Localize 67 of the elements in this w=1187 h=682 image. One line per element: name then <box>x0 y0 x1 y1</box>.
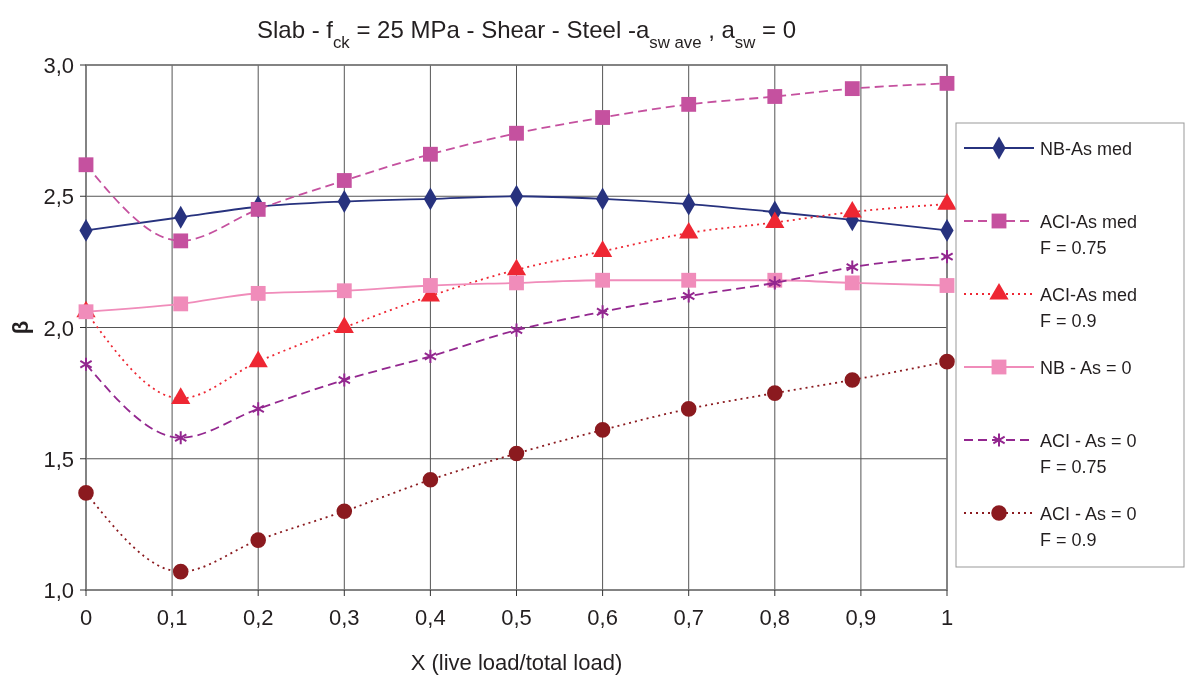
y-tick-label: 2,5 <box>43 184 74 210</box>
y-tick-label: 1,0 <box>43 578 74 603</box>
y-tick-label: 1,5 <box>43 446 74 472</box>
legend-label: ACI - As = 0 F = 0.9 <box>1040 504 1137 550</box>
x-tick-label: 0,2 <box>242 605 274 630</box>
point <box>682 288 696 304</box>
point <box>336 283 352 299</box>
x-tick-label: 0,8 <box>759 605 791 630</box>
point <box>172 563 189 580</box>
point <box>79 356 93 372</box>
point <box>250 285 266 301</box>
x-tick-label: 0,7 <box>673 605 704 630</box>
point <box>595 272 611 288</box>
point <box>595 304 610 320</box>
point <box>939 75 955 91</box>
point <box>337 372 351 388</box>
legend-label: ACI-As med F = 0.75 <box>1040 212 1138 258</box>
y-tick-label: 3,0 <box>43 53 74 78</box>
point <box>336 503 353 520</box>
point <box>173 296 189 312</box>
y-axis-title: β <box>8 320 33 335</box>
x-tick-label: 0,9 <box>845 605 877 630</box>
point <box>681 272 697 288</box>
point <box>844 81 860 97</box>
point <box>422 471 439 488</box>
point <box>767 385 783 401</box>
point <box>844 275 860 291</box>
point <box>594 422 611 438</box>
point <box>336 173 352 188</box>
point <box>250 201 266 217</box>
point <box>422 278 438 293</box>
x-tick-label: 0,4 <box>415 605 446 630</box>
x-tick-label: 0,5 <box>501 605 532 630</box>
point <box>78 157 94 173</box>
point <box>509 322 524 338</box>
legend-label: ACI - As = 0 F = 0.75 <box>1040 431 1137 477</box>
legend-label: NB-As med <box>1040 139 1133 159</box>
point <box>422 146 438 162</box>
x-tick-label: 1 <box>940 605 954 630</box>
y-tick-label: 2,0 <box>43 315 74 341</box>
point <box>78 485 94 501</box>
point <box>939 353 955 370</box>
point <box>680 401 697 417</box>
x-axis-title: X (live load/total load) <box>410 650 623 675</box>
point <box>508 445 525 462</box>
point <box>595 110 611 125</box>
point <box>423 348 438 364</box>
point <box>251 401 265 417</box>
x-tick-label: 0,3 <box>329 605 360 630</box>
point <box>78 304 94 320</box>
x-tick-label: 0,1 <box>156 605 188 630</box>
point <box>767 89 783 104</box>
point <box>174 430 188 446</box>
point <box>939 278 955 293</box>
point <box>681 96 697 112</box>
legend-label: NB - As = 0 <box>1040 358 1132 378</box>
point <box>844 372 861 388</box>
x-tick-label: 0 <box>79 605 93 630</box>
legend-label: ACI-As med F = 0.9 <box>1040 285 1138 331</box>
point <box>250 532 266 548</box>
point <box>940 249 954 265</box>
point <box>509 125 524 141</box>
chart-title: Slab - f$_{ck}$ = 25 MPa - Shear - Steel -a$_{sw ave}$ , a$_{sw}$ = 0 <box>256 16 797 52</box>
point <box>173 233 189 249</box>
point <box>845 259 859 275</box>
point <box>509 275 524 291</box>
x-tick-label: 0,6 <box>587 605 618 630</box>
